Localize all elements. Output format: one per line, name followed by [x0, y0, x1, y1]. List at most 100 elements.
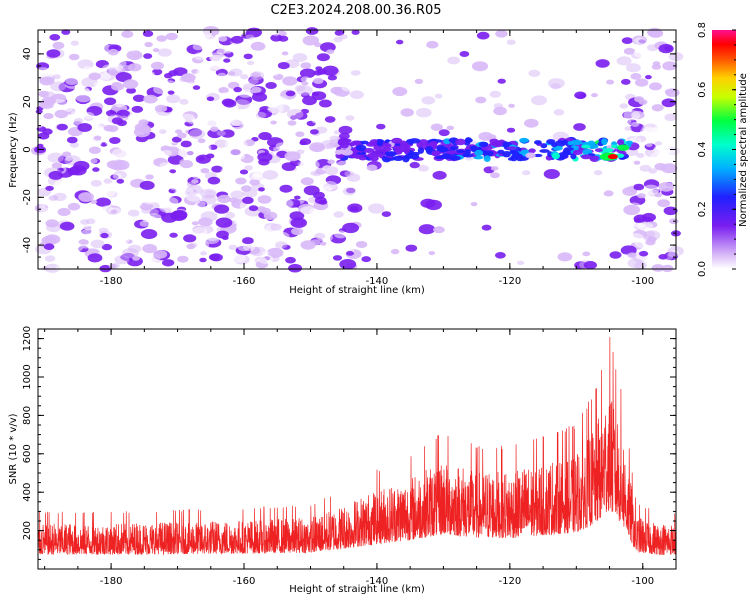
spectrogram-cell [645, 75, 652, 79]
spectrogram-cell [313, 78, 323, 84]
spectrogram-cell [596, 59, 610, 68]
spectrogram-cell [249, 78, 259, 84]
spectrogram-cell [60, 222, 75, 231]
spectrogram-cell [319, 100, 332, 108]
spectrogram-cell [301, 177, 314, 185]
spectrogram-cell [661, 265, 673, 272]
spectrogram-cell [327, 123, 340, 131]
spectrogram-cell [164, 73, 173, 78]
spectrogram-cell [456, 169, 465, 175]
spectrogram-cell [143, 95, 157, 104]
spectrogram-cell [125, 228, 137, 235]
spectrogram-cell [518, 163, 525, 167]
spectrogram-cell [159, 171, 173, 180]
spectrogram-cell [525, 226, 540, 236]
spectrogram-cell [258, 132, 271, 140]
spectrogram-cell [483, 188, 494, 195]
spectrogram-cell [258, 254, 274, 264]
spectrogram-cell [607, 174, 623, 184]
spectrogram-cell [524, 119, 539, 128]
spectrogram-cell [666, 130, 680, 139]
spectrogram-cell [72, 61, 79, 65]
spectrogram-cell [174, 184, 183, 190]
spectrogram-cell [38, 91, 49, 98]
spectrogram-ytick-label: 0 [22, 146, 33, 152]
spectrogram-cell [433, 226, 445, 233]
spectrogram-cell [156, 35, 167, 42]
spectrogram-cell [155, 105, 167, 113]
spectrogram-cell [35, 157, 47, 164]
spectrogram-cell [339, 34, 347, 39]
spectrogram-cell [293, 53, 308, 62]
spectrogram-cell [347, 65, 357, 71]
spectrogram-cell [100, 233, 108, 238]
spectrogram-cell [247, 61, 254, 65]
spectrogram-cell [46, 49, 60, 58]
spectrogram-cell [320, 242, 327, 246]
spectrogram-cell [166, 95, 180, 104]
spectrogram-cell [88, 253, 103, 262]
colorbar-tick-label: 0.4 [697, 142, 708, 158]
spectrogram-cell [263, 170, 279, 180]
spectrogram-cell [234, 220, 241, 224]
spectrogram-cell [200, 90, 209, 95]
spectrogram-cell [193, 85, 200, 90]
spectrogram-cell [45, 186, 54, 191]
spectrogram-cell [214, 204, 229, 213]
spectrogram-cell [89, 147, 101, 154]
spectrogram-cell [44, 58, 53, 63]
spectrogram-signal-cell [562, 140, 568, 146]
spectrogram-cell [53, 74, 61, 79]
spectrogram-cell [410, 162, 420, 168]
spectrogram-cell [181, 141, 192, 148]
spectrogram-cell [218, 73, 226, 78]
spectrogram-cell [178, 148, 195, 158]
spectrogram-cell [347, 203, 362, 212]
spectrogram-cell [228, 71, 235, 76]
spectrogram-cell [132, 106, 143, 113]
colorbar-tick-label: 0.6 [697, 82, 708, 98]
spectrogram-cell [643, 235, 653, 241]
snr-ytick-label: 1200 [22, 326, 33, 351]
spectrogram-cell [339, 259, 356, 269]
spectrogram-cell [221, 167, 234, 175]
spectrogram-cell [406, 245, 418, 252]
spectrogram-cell [596, 216, 612, 226]
spectrogram-signal-cell [539, 149, 549, 153]
spectrogram-signal-cell [617, 139, 624, 145]
spectrogram-cell [640, 127, 656, 137]
colorbar-tick-label: 0.2 [697, 201, 708, 217]
spectrogram-cell [422, 27, 437, 37]
spectrogram-cell [264, 212, 278, 220]
spectrogram-cell [513, 234, 520, 238]
spectrogram-cell [416, 108, 432, 118]
spectrogram-signal-cell [394, 148, 403, 153]
spectrogram-cell [71, 110, 82, 117]
spectrogram-cell [52, 42, 64, 49]
spectrogram-cell [216, 218, 233, 228]
spectrogram-cell [319, 200, 328, 205]
spectrogram-cell [113, 173, 122, 179]
spectrogram-signal-cell [425, 146, 433, 153]
spectrogram-cell [403, 99, 411, 104]
spectrogram-cell [133, 201, 142, 207]
spectrogram-cell [356, 241, 367, 248]
spectrogram-cell [175, 178, 182, 182]
spectrogram-cell [638, 222, 653, 231]
spectrogram-cell [628, 258, 644, 268]
spectrogram-cell [382, 211, 391, 217]
spectrogram-cell [49, 171, 64, 180]
spectrogram-cell [574, 92, 586, 99]
spectrogram-cell [55, 110, 69, 118]
spectrogram-cell [333, 58, 341, 63]
spectrogram-cell [114, 255, 129, 264]
spectrogram-cell [134, 127, 150, 137]
spectrogram-cell [545, 118, 561, 128]
spectrogram-cell [75, 236, 82, 240]
spectrogram-cell [257, 152, 272, 161]
spectrogram-cell [144, 197, 156, 204]
spectrogram-cell [159, 129, 167, 134]
spectrogram-cell [634, 48, 650, 58]
spectrogram-cell [622, 37, 633, 44]
colorbar-tick-label: 0.8 [697, 22, 708, 38]
